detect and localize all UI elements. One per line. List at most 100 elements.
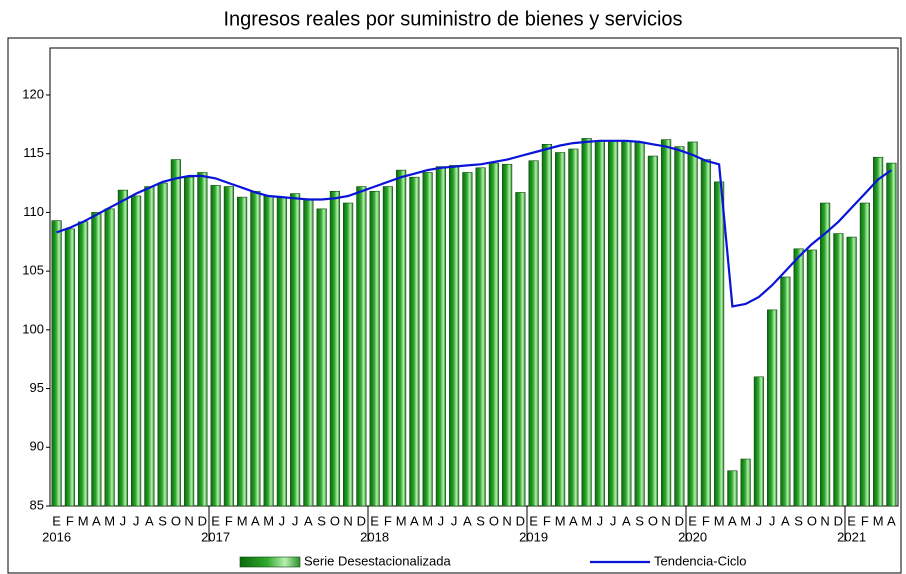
x-tick-label: E [370,513,379,528]
bar [488,162,499,507]
x-tick-label: S [794,513,803,528]
trend-line [56,139,893,308]
year-label: 2019 [519,529,548,544]
x-tick-label: M [873,513,884,528]
bar [449,165,460,507]
x-tick-label: E [847,513,856,528]
bar [184,176,195,507]
bar [51,220,62,507]
bar [117,189,128,507]
y-tick-label: 105 [22,263,44,278]
bar [581,138,592,507]
x-tick-label: D [357,513,366,528]
x-tick-label: D [675,513,684,528]
x-tick-label: A [887,513,896,528]
bar [568,148,579,507]
x-tick-label: N [343,513,352,528]
x-tick-label: F [225,513,233,528]
bar [78,221,89,507]
bar [369,190,380,507]
bar [290,193,301,507]
bar [727,470,738,507]
bar [223,186,234,507]
x-tick-label: M [714,513,725,528]
x-tick-label: E [529,513,538,528]
plot-frame [49,47,899,507]
x-tick-label: M [263,513,274,528]
bar [356,186,367,507]
x-tick-label: M [555,513,566,528]
x-tick-label: J [292,513,299,528]
y-tick-label: 90 [30,439,44,454]
bar [541,143,552,507]
bar [714,181,725,507]
bar [157,182,168,507]
y-tick-label: 95 [30,380,44,395]
x-tick-label: N [661,513,670,528]
x-tick-label: F [861,513,869,528]
x-tick-label: J [769,513,776,528]
y-tick-label: 85 [30,497,44,512]
bar [475,167,486,507]
x-tick-label: J [610,513,617,528]
x-tick-label: M [581,513,592,528]
bar [210,185,221,507]
bar [886,162,897,507]
x-tick-label: F [543,513,551,528]
bar [846,236,857,507]
bar [91,212,102,507]
bar [515,192,526,507]
x-tick-label: S [158,513,167,528]
bar [859,202,870,507]
bar [276,196,287,507]
x-tick-label: M [740,513,751,528]
bar [343,202,354,507]
bar [502,163,513,507]
year-label: 2020 [678,529,707,544]
bar [329,190,340,507]
x-tick-label: M [396,513,407,528]
bar [780,276,791,507]
x-tick-label: A [145,513,154,528]
x-tick-label: J [120,513,127,528]
year-label: 2018 [360,529,389,544]
bar [793,248,804,507]
bar [104,208,115,507]
x-tick-label: M [104,513,115,528]
bar [435,166,446,507]
x-tick-label: E [52,513,61,528]
bar [263,195,274,507]
bar [237,196,248,507]
x-tick-label: A [92,513,101,528]
x-tick-label: A [781,513,790,528]
bar [303,199,314,507]
x-tick-label: J [279,513,286,528]
x-tick-label: F [66,513,74,528]
bar [594,140,605,507]
bar [555,152,566,507]
x-tick-label: F [702,513,710,528]
x-tick-label: M [237,513,248,528]
y-tick-label: 100 [22,321,44,336]
x-tick-label: O [330,513,340,528]
bar [820,202,831,507]
x-tick-label: O [807,513,817,528]
x-tick-label: J [756,513,763,528]
bar [806,249,817,507]
x-tick-label: J [597,513,604,528]
x-tick-label: N [184,513,193,528]
x-tick-label: A [304,513,313,528]
x-tick-label: M [78,513,89,528]
x-tick-label: A [622,513,631,528]
x-tick-label: D [516,513,525,528]
bar [700,159,711,507]
bar [767,309,778,507]
bar [144,186,155,507]
x-tick-label: S [635,513,644,528]
bar [674,146,685,507]
x-tick-label: J [133,513,140,528]
x-tick-label: J [451,513,458,528]
x-tick-label: N [502,513,511,528]
x-tick-label: D [834,513,843,528]
